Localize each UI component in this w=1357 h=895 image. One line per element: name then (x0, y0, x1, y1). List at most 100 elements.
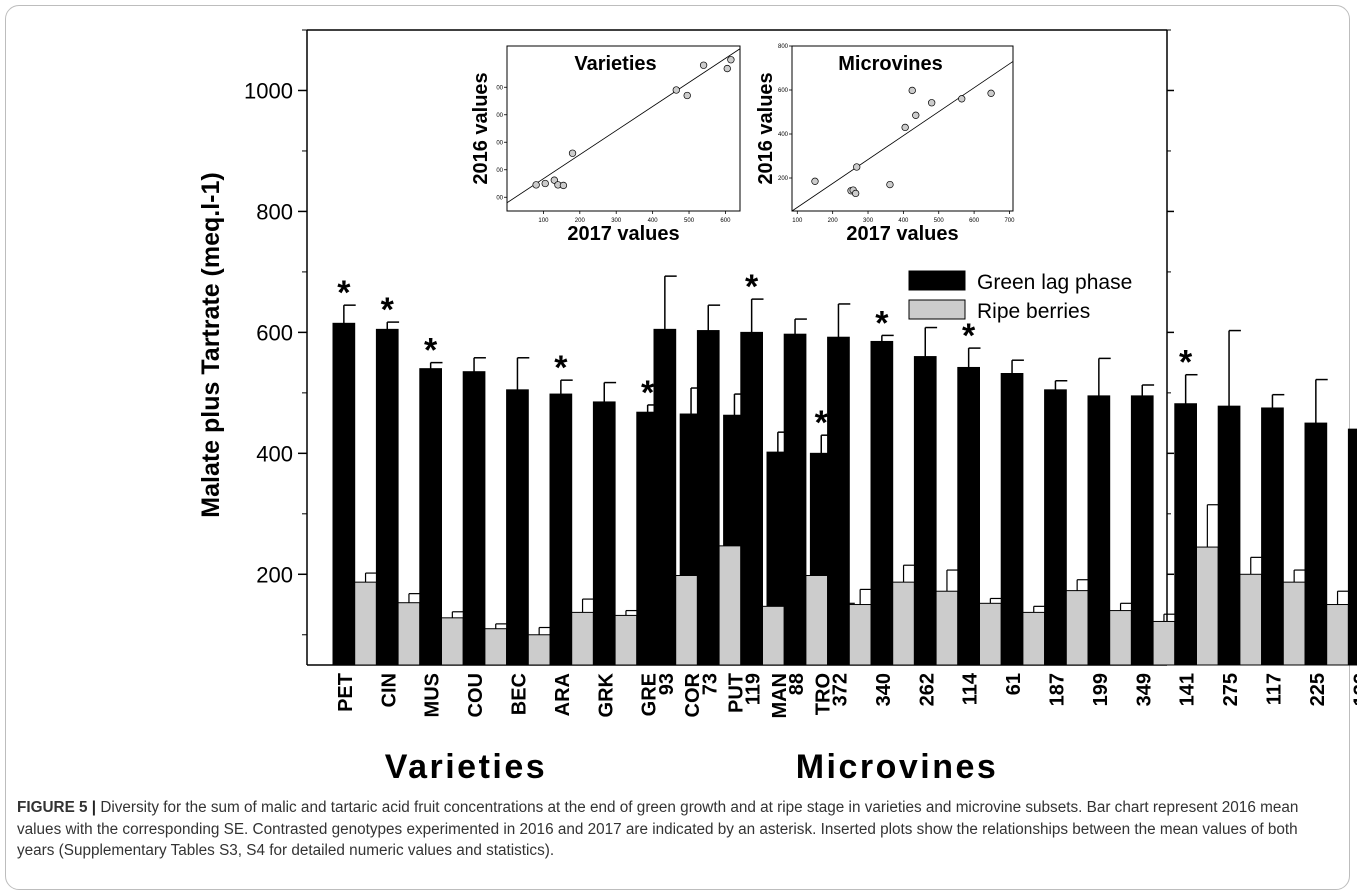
inset-varieties-y-tick-label: 00 (496, 168, 503, 174)
bar-green-lag (375, 328, 399, 666)
bar-green-lag (506, 389, 529, 666)
significance-asterisk: * (337, 274, 351, 312)
bar-ripe-berries (892, 581, 915, 666)
inset-varieties-x-tick-label: 300 (611, 218, 622, 224)
significance-asterisk: * (745, 268, 759, 306)
inset-microvines-title: Microvines (838, 53, 942, 75)
bar-green-lag (1000, 373, 1024, 666)
bar-green-lag (1347, 428, 1357, 666)
inset-varieties-point (559, 181, 568, 190)
x-category-label: 349 (1133, 673, 1155, 706)
inset-microvines-x-tick-label: 500 (934, 218, 945, 224)
bar-ripe-berries (1196, 546, 1219, 666)
inset-microvines-x-tick-label: 600 (969, 218, 980, 224)
x-category-label: 187 (1046, 673, 1068, 706)
group-label: Varieties (385, 748, 547, 786)
bar-green-lag (1174, 403, 1198, 666)
inset-varieties-fit-line (506, 48, 741, 204)
x-category-label: 132 (1350, 673, 1357, 706)
inset-varieties-x-tick-label: 500 (684, 218, 695, 224)
figure-caption: FIGURE 5 | Diversity for the sum of mali… (17, 797, 1335, 862)
figure-label: FIGURE 5 (17, 799, 88, 816)
inset-microvines-point (853, 163, 861, 171)
bar-green-lag (870, 340, 894, 666)
bar-ripe-berries (935, 590, 959, 666)
bar-ripe-berries (805, 574, 829, 666)
inset-microvines-point (987, 89, 995, 97)
x-category-label: 225 (1307, 673, 1329, 706)
inset-varieties-x-tick-label: 600 (720, 218, 731, 224)
bar-green-lag (1087, 395, 1111, 666)
bar-green-lag (1130, 395, 1154, 666)
inset-varieties-y-tick-label: 00 (496, 113, 503, 119)
y-tick-label: 200 (256, 562, 293, 587)
inset-varieties-y-tick-label: 00 (496, 85, 503, 91)
x-category-label: CIN (378, 673, 400, 707)
significance-asterisk: * (962, 317, 976, 355)
x-category-label: 141 (1177, 673, 1199, 706)
y-tick-label: 800 (256, 199, 293, 224)
inset-microvines-point (901, 123, 909, 132)
bar-ripe-berries (1065, 590, 1089, 666)
x-category-label: BEC (508, 673, 530, 715)
x-category-label: 340 (873, 673, 895, 706)
inset-varieties-x-tick-label: 400 (648, 218, 659, 224)
figure-label-separator: | (87, 799, 101, 816)
inset-microvines-point (886, 180, 894, 189)
bar-ripe-berries (614, 614, 638, 666)
inset-varieties-point (699, 61, 708, 69)
inset-microvines-x-tick-label: 100 (792, 218, 803, 224)
significance-asterisk: * (641, 374, 655, 412)
bar-ripe-berries (1282, 581, 1306, 666)
inset-microvines-point (958, 95, 966, 103)
inset-microvines-y-tick-label: 800 (778, 44, 789, 50)
x-category-label: GRK (595, 672, 617, 717)
bar-green-lag (783, 333, 807, 666)
x-category-label: 61 (1003, 673, 1025, 695)
y-tick-label: 400 (256, 441, 293, 466)
x-category-label: 117 (1263, 673, 1285, 705)
x-category-label: 119 (743, 673, 765, 705)
x-category-label: PUT (725, 673, 747, 713)
bar-green-lag (913, 356, 937, 666)
bar-ripe-berries (979, 602, 1002, 666)
x-category-label: 73 (699, 673, 721, 695)
group-label: Microvines (796, 748, 999, 786)
x-category-label: GRE (639, 673, 661, 716)
x-category-label: COR (682, 672, 704, 717)
inset-microvines-x-tick-label: 700 (1004, 218, 1015, 224)
inset-microvines-x-tick-label: 400 (898, 218, 909, 224)
inset-microvines-point (928, 99, 936, 107)
bar-ripe-berries (1152, 620, 1176, 666)
inset-varieties-y-label: 2016 values (470, 72, 492, 184)
y-tick-label: 600 (256, 320, 293, 345)
y-tick-label: 1000 (244, 78, 293, 103)
inset-varieties-point (723, 64, 731, 73)
significance-asterisk: * (875, 304, 889, 342)
figure-caption-text: Diversity for the sum of malic and tarta… (17, 799, 1299, 859)
bar-ripe-berries (848, 604, 872, 666)
bar-ripe-berries (1326, 604, 1349, 666)
x-category-label: 199 (1090, 673, 1112, 706)
x-category-label: 275 (1220, 673, 1242, 706)
inset-microvines-point (851, 189, 860, 198)
bar-green-lag (332, 322, 356, 666)
legend-swatch-green-lag (908, 270, 966, 291)
inset-microvines-y-tick-label: 600 (778, 88, 789, 94)
legend-label-green-lag: Green lag phase (977, 271, 1132, 294)
bar-ripe-berries (1239, 573, 1263, 666)
inset-microvines-point (912, 111, 920, 119)
inset-varieties-x-tick-label: 100 (538, 218, 549, 224)
bar-green-lag (957, 366, 980, 666)
x-category-label: PET (335, 673, 357, 712)
significance-asterisk: * (554, 349, 568, 387)
bar-ripe-berries (354, 581, 377, 666)
bar-green-lag (1304, 422, 1328, 666)
bar-ripe-berries (718, 545, 742, 666)
significance-asterisk: * (424, 332, 438, 370)
x-category-label: 114 (960, 672, 982, 705)
x-category-label: 372 (829, 673, 851, 706)
bar-ripe-berries (484, 628, 508, 666)
inset-microvines-x-label: 2017 values (846, 223, 958, 245)
x-category-label: 93 (656, 673, 678, 695)
